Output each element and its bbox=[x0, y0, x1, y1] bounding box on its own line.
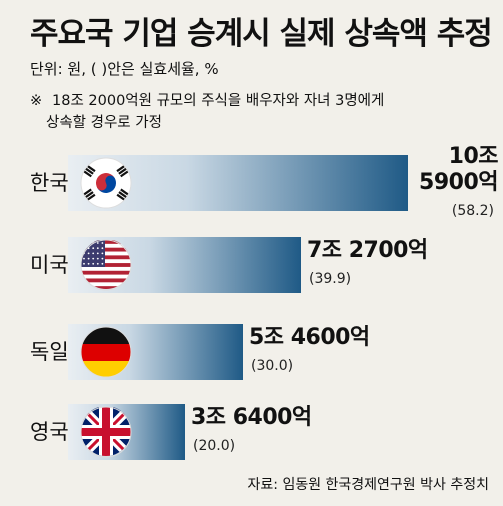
rate-label: (20.0) bbox=[193, 438, 235, 454]
rate-label: (39.9) bbox=[309, 271, 351, 287]
assumption-note: ※ 18조 2000억원 규모의 주식을 배우자와 자녀 3명에게 상속할 경우로… bbox=[30, 90, 384, 134]
uk-flag-icon bbox=[81, 406, 131, 456]
assumption-line-1: ※ 18조 2000억원 규모의 주식을 배우자와 자녀 3명에게 bbox=[30, 90, 384, 112]
source-note: 자료: 임동원 한국경제연구원 박사 추정치 bbox=[247, 477, 489, 493]
assumption-text-1: 18조 2000억원 규모의 주식을 배우자와 자녀 3명에게 bbox=[52, 93, 385, 109]
usa-flag-icon bbox=[81, 240, 131, 289]
note-mark: ※ bbox=[30, 93, 43, 109]
value-label: 3조 6400억 bbox=[191, 405, 312, 430]
category-label: 미국 bbox=[30, 253, 69, 277]
germany-flag-icon bbox=[81, 327, 131, 377]
south-korea-flag-icon bbox=[81, 158, 131, 208]
unit-note: 단위: 원, ( )안은 실효세율, % bbox=[30, 60, 219, 78]
value-label: 7조 2700억 bbox=[307, 238, 428, 263]
rate-label: (30.0) bbox=[251, 358, 293, 374]
value-label: 10조 bbox=[449, 144, 499, 169]
value-label: 5조 4600억 bbox=[249, 325, 370, 350]
category-label: 한국 bbox=[30, 171, 69, 195]
value-label: 5900억 bbox=[419, 170, 498, 195]
category-label: 독일 bbox=[30, 340, 69, 364]
assumption-line-2: 상속할 경우로 가정 bbox=[46, 115, 162, 131]
chart-title: 주요국 기업 승계시 실제 상속액 추정 bbox=[30, 16, 493, 52]
category-label: 영국 bbox=[30, 420, 69, 444]
rate-label: (58.2) bbox=[452, 203, 494, 219]
